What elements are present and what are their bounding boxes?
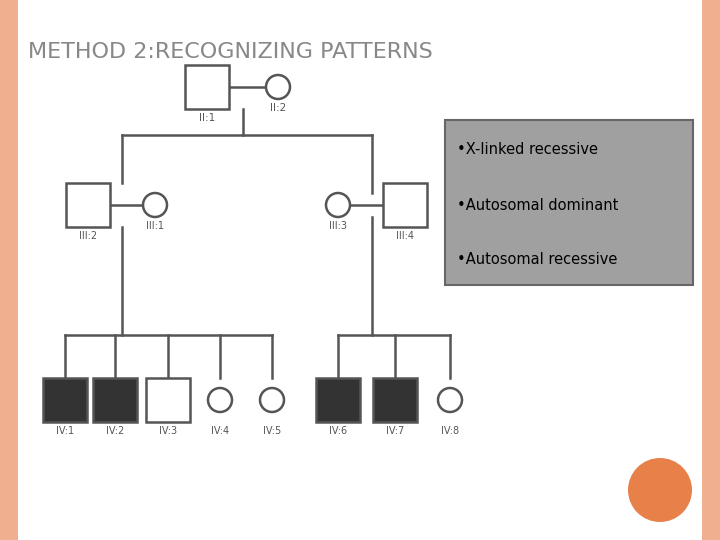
Bar	[373, 378, 417, 422]
Text: III:2: III:2	[79, 231, 97, 241]
Bar	[43, 378, 87, 422]
Text: IV:5: IV:5	[263, 426, 281, 436]
Bar	[702, 0, 720, 540]
Bar	[66, 183, 110, 227]
Bar	[93, 378, 137, 422]
Circle shape	[143, 193, 167, 217]
Text: IV:4: IV:4	[211, 426, 229, 436]
Circle shape	[266, 75, 290, 99]
Text: IV:6: IV:6	[329, 426, 347, 436]
Text: III:4: III:4	[396, 231, 414, 241]
Bar	[0, 0, 18, 540]
Text: •Autosomal recessive: •Autosomal recessive	[457, 253, 617, 267]
FancyBboxPatch shape	[445, 120, 693, 285]
Bar	[185, 65, 229, 109]
Text: METHOD 2:RECOGNIZING PATTERNS: METHOD 2:RECOGNIZING PATTERNS	[28, 42, 433, 62]
Text: IV:8: IV:8	[441, 426, 459, 436]
Circle shape	[260, 388, 284, 412]
Bar	[383, 183, 427, 227]
Text: •Autosomal dominant: •Autosomal dominant	[457, 198, 618, 213]
Bar	[146, 378, 190, 422]
Circle shape	[208, 388, 232, 412]
Text: IV:2: IV:2	[106, 426, 124, 436]
Circle shape	[438, 388, 462, 412]
Text: III:3: III:3	[329, 221, 347, 231]
Text: IV:1: IV:1	[56, 426, 74, 436]
Text: IV:7: IV:7	[386, 426, 404, 436]
Text: II:2: II:2	[270, 103, 286, 113]
Text: II:1: II:1	[199, 113, 215, 123]
Bar	[316, 378, 360, 422]
Text: IV:3: IV:3	[159, 426, 177, 436]
Text: •X-linked recessive: •X-linked recessive	[457, 143, 598, 158]
Circle shape	[326, 193, 350, 217]
Circle shape	[628, 458, 692, 522]
Text: III:1: III:1	[146, 221, 164, 231]
